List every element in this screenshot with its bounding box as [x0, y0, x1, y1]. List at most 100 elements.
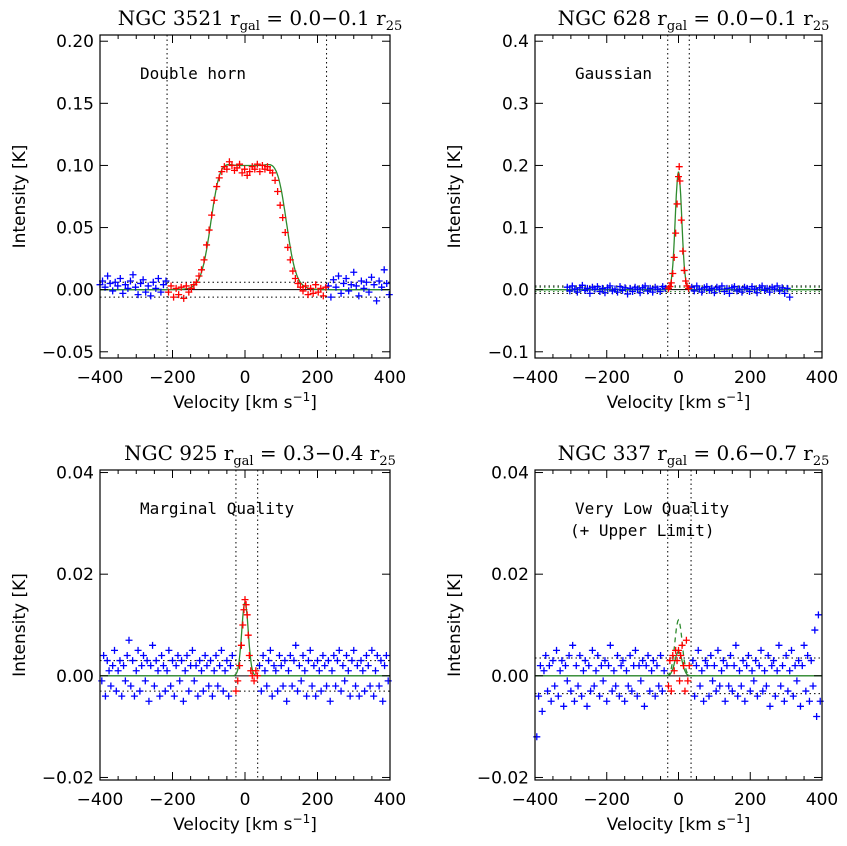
data-point-window-4	[669, 270, 677, 278]
data-point-outside-78	[781, 289, 789, 297]
x-tick-label: −400	[512, 790, 559, 810]
fit-curve	[535, 171, 822, 291]
data-point-outside-58	[635, 662, 643, 670]
data-point-outside-139	[373, 651, 381, 659]
data-point-outside-31	[587, 687, 595, 695]
data-point-window-6	[240, 606, 248, 614]
y-tick-label: 0.02	[491, 565, 529, 585]
chart-title-sub2: 25	[813, 19, 830, 34]
data-point-outside-66	[751, 285, 759, 293]
data-point-outside-34	[646, 284, 654, 292]
data-point-window-4	[172, 284, 180, 292]
data-point-window-37	[256, 168, 264, 176]
data-point-outside-55	[196, 657, 204, 665]
chart-title-sub: gal	[240, 19, 260, 34]
x-tick-label: 200	[301, 368, 333, 388]
data-point-outside-7	[578, 281, 586, 289]
data-point-outside-59	[203, 662, 211, 670]
data-point-window-32	[243, 171, 251, 179]
data-point-window-9	[185, 288, 193, 296]
data-point-outside-56	[725, 289, 733, 297]
data-point-outside-51	[622, 667, 630, 675]
data-point-window-52	[294, 279, 302, 287]
data-point-outside-32	[154, 667, 162, 675]
data-point-outside-39	[352, 282, 360, 290]
data-point-outside-30	[150, 682, 158, 690]
data-point-outside-20	[132, 667, 140, 675]
data-point-outside-38	[599, 677, 607, 685]
data-point-window-9	[675, 163, 683, 171]
data-point-outside-34	[340, 279, 348, 287]
data-point-window-17	[205, 226, 213, 234]
data-point-outside-48	[617, 662, 625, 670]
data-point-outside-18	[129, 657, 137, 665]
x-tick-label: 400	[806, 790, 838, 810]
data-point-outside-80	[786, 293, 794, 301]
data-point-outside-78	[263, 682, 271, 690]
data-point-window-16	[253, 672, 261, 680]
data-point-window-3	[170, 293, 178, 301]
data-point-outside-75	[773, 282, 781, 290]
x-tick-label: 200	[734, 790, 766, 810]
data-point-outside-58	[730, 283, 738, 291]
chart-title: NGC 3521 rgal = 0.0−0.1 r25	[118, 6, 403, 34]
upper-limit-curve	[657, 618, 700, 677]
plot-frame	[99, 34, 391, 359]
data-point-window-24	[223, 165, 231, 173]
data-point-outside-12	[118, 692, 126, 700]
data-point-outside-10	[114, 667, 122, 675]
data-point-outside-112	[324, 657, 332, 665]
x-tick-label: 0	[673, 790, 684, 810]
data-point-outside-8	[545, 662, 553, 670]
data-point-outside-35	[159, 662, 167, 670]
data-point-outside-113	[761, 667, 769, 675]
quality-annotation: Double horn	[140, 64, 246, 83]
data-point-outside-128	[353, 662, 361, 670]
data-point-outside-111	[757, 646, 765, 654]
data-point-outside-68	[653, 662, 661, 670]
data-point-window-63	[322, 283, 330, 291]
data-point-window-12	[679, 247, 687, 255]
x-axis-label-main: Velocity [km s	[607, 815, 727, 835]
data-point-outside-92	[723, 662, 731, 670]
data-point-outside-13	[593, 283, 601, 291]
x-axis-label-main: Velocity [km s	[607, 393, 727, 413]
data-point-outside-110	[321, 662, 329, 670]
data-point-outside-67	[753, 289, 761, 297]
data-point-window-62	[319, 292, 327, 300]
data-point-outside-15	[123, 651, 131, 659]
data-point-outside-82	[270, 662, 278, 670]
data-point-outside-108	[317, 687, 325, 695]
chart-panel-3: NGC 925 rgal = 0.3−0.4 r25 −400 −200 0 200 40…	[10, 441, 406, 835]
data-point-outside-84	[709, 677, 717, 685]
data-point-window-4	[237, 641, 245, 649]
quality-annotation-2: (+ Upper Limit)	[570, 521, 715, 540]
data-point-outside-12	[124, 284, 132, 292]
x-axis-label-end: ]	[744, 815, 751, 835]
data-point-outside-57	[199, 687, 207, 695]
x-tick-label: −400	[77, 790, 124, 810]
data-point-outside-7	[109, 662, 117, 670]
data-point-window-38	[258, 161, 266, 169]
data-point-window-11	[677, 216, 685, 224]
x-axis-label-main: Velocity [km s	[173, 393, 293, 413]
data-point-outside-46	[370, 281, 378, 289]
data-point-outside-35	[342, 274, 350, 282]
data-point-outside-10	[586, 289, 594, 297]
data-point-outside-25	[576, 651, 584, 659]
data-point-outside-22	[570, 697, 578, 705]
data-point-outside-64	[212, 651, 220, 659]
data-point-outside-143	[381, 662, 389, 670]
data-point-outside-72	[227, 662, 234, 670]
data-point-window-61	[317, 284, 325, 292]
data-point-outside-49	[708, 284, 716, 292]
data-point-outside-145	[384, 677, 392, 685]
data-point-window-35	[251, 165, 259, 173]
data-point-outside-48	[183, 651, 191, 659]
data-point-outside-40	[603, 697, 611, 705]
data-point-window-47	[281, 229, 289, 237]
data-point-outside-25	[157, 288, 165, 296]
x-tick-label: 400	[806, 368, 838, 388]
data-point-outside-66	[216, 662, 224, 670]
x-axis-label-main: Velocity [km s	[173, 815, 293, 835]
